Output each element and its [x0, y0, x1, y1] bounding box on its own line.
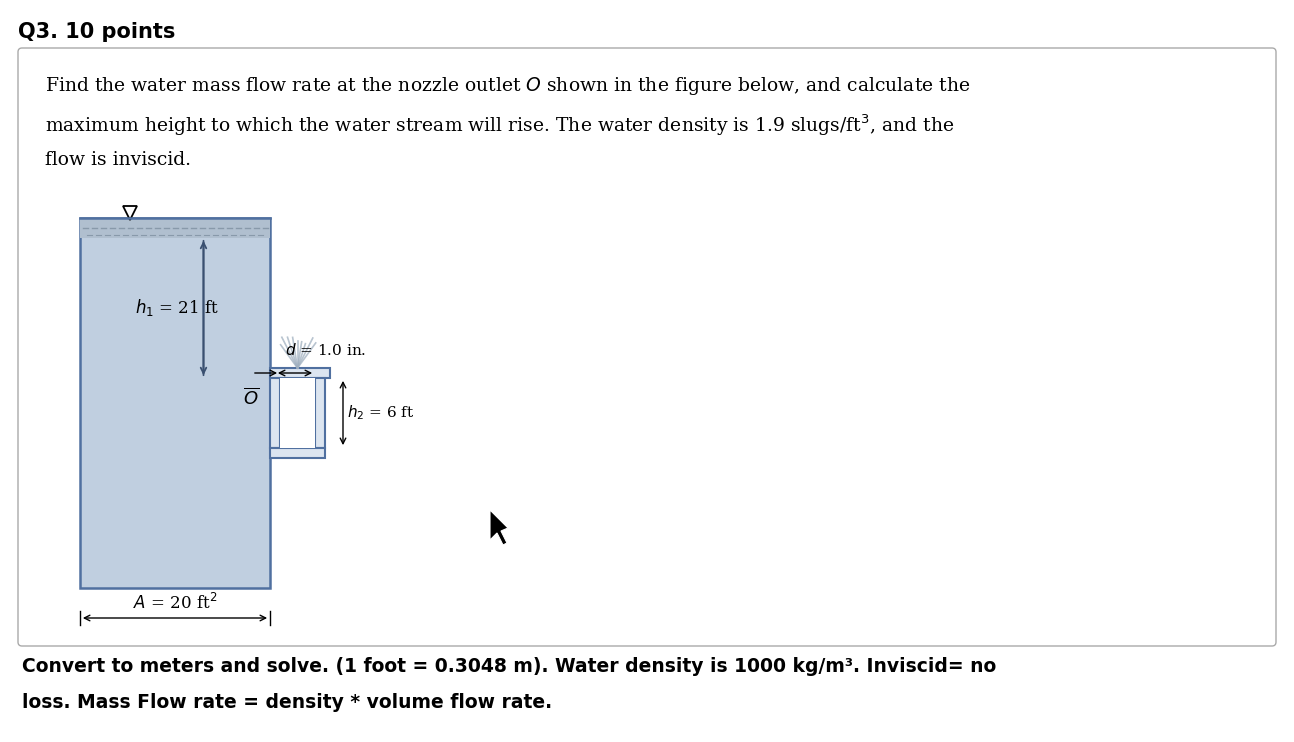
Text: loss. Mass Flow rate = density * volume flow rate.: loss. Mass Flow rate = density * volume … [22, 693, 553, 712]
FancyBboxPatch shape [18, 48, 1276, 646]
Text: $h_2$ = 6 ft: $h_2$ = 6 ft [347, 404, 414, 422]
Text: Q3. 10 points: Q3. 10 points [18, 22, 176, 42]
Bar [270, 448, 325, 458]
Polygon shape [490, 510, 509, 545]
Text: flow is inviscid.: flow is inviscid. [45, 151, 192, 169]
Bar [314, 378, 325, 448]
Text: $\overline{O}$: $\overline{O}$ [243, 388, 259, 409]
Text: $d$ = 1.0 in.: $d$ = 1.0 in. [285, 342, 366, 358]
Bar [270, 368, 330, 378]
Text: $h_1$ = 21 ft: $h_1$ = 21 ft [135, 298, 219, 318]
Text: maximum height to which the water stream will rise. The water density is 1.9 slu: maximum height to which the water stream… [45, 113, 954, 139]
Text: Find the water mass flow rate at the nozzle outlet $O$ shown in the figure below: Find the water mass flow rate at the noz… [45, 75, 970, 97]
Text: Convert to meters and solve. (1 foot = 0.3048 m). Water density is 1000 kg/m³. I: Convert to meters and solve. (1 foot = 0… [22, 657, 996, 676]
Bar [280, 378, 314, 448]
Bar [270, 378, 280, 448]
Text: $A$ = 20 ft$^2$: $A$ = 20 ft$^2$ [133, 593, 217, 613]
Bar [80, 218, 270, 588]
Bar [80, 218, 270, 238]
